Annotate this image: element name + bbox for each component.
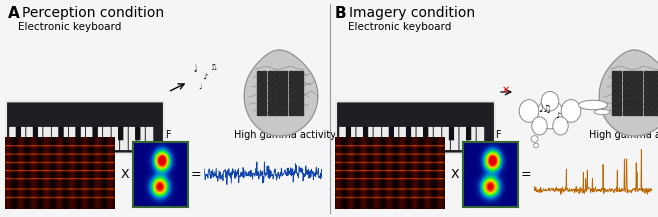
- Text: B: B: [335, 6, 347, 21]
- Text: Perception condition: Perception condition: [22, 6, 164, 20]
- Text: =: =: [191, 168, 201, 181]
- Ellipse shape: [553, 117, 569, 135]
- Ellipse shape: [542, 91, 559, 111]
- Text: A: A: [8, 6, 20, 21]
- Text: Spectrogram: Spectrogram: [359, 130, 421, 140]
- Text: Electronic keyboard: Electronic keyboard: [348, 22, 451, 32]
- Text: ✕: ✕: [502, 85, 510, 95]
- Text: X: X: [120, 168, 130, 181]
- Text: STRF: STRF: [478, 130, 502, 140]
- Text: Electronic keyboard: Electronic keyboard: [18, 22, 121, 32]
- Text: X: X: [451, 168, 459, 181]
- Circle shape: [534, 143, 538, 148]
- Ellipse shape: [532, 117, 547, 135]
- Text: ♪: ♪: [556, 111, 561, 120]
- Ellipse shape: [561, 100, 581, 122]
- Text: ♩: ♩: [198, 84, 201, 90]
- Ellipse shape: [519, 100, 539, 122]
- Polygon shape: [244, 50, 318, 136]
- Text: ♩♫: ♩♫: [538, 104, 551, 114]
- Text: High gamma activity: High gamma activity: [589, 130, 658, 140]
- Text: Spectrogram: Spectrogram: [28, 130, 91, 140]
- Circle shape: [536, 149, 539, 152]
- Ellipse shape: [537, 100, 563, 129]
- Text: Imagery condition: Imagery condition: [349, 6, 475, 20]
- Text: ♪: ♪: [202, 72, 208, 82]
- Text: ♫: ♫: [208, 62, 218, 72]
- Text: High gamma activity: High gamma activity: [234, 130, 336, 140]
- Text: STRF: STRF: [148, 130, 172, 140]
- Circle shape: [531, 136, 538, 142]
- Polygon shape: [599, 50, 658, 136]
- Text: ♩: ♩: [192, 64, 198, 74]
- Text: =: =: [520, 168, 531, 181]
